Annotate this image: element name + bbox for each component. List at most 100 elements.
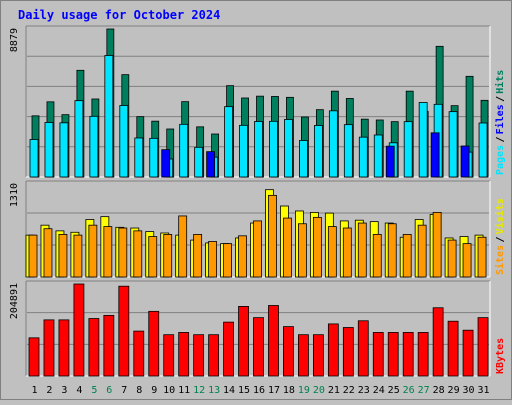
bar-files-day-20 — [313, 125, 323, 178]
x-tick-day-8: 8 — [136, 385, 142, 396]
bar-files-day-26 — [403, 121, 413, 178]
bar-sites-day-28 — [432, 211, 442, 278]
bar-files-day-18 — [284, 119, 293, 178]
bar-sites-day-19 — [298, 223, 307, 278]
bar-kbytes-day-4 — [73, 283, 85, 377]
bar-files-day-19 — [299, 140, 308, 178]
x-tick-day-14: 14 — [223, 385, 235, 396]
bar-sites-day-11 — [178, 215, 188, 278]
bar-kbytes-day-20 — [312, 334, 324, 377]
bar-sites-day-26 — [402, 234, 412, 278]
legend-visitors: Sites / Visits — [494, 198, 506, 275]
bar-files-day-29 — [448, 111, 458, 178]
bar-files-day-4 — [74, 100, 84, 178]
x-tick-day-28: 28 — [433, 385, 445, 396]
legend-separator: / — [495, 236, 506, 242]
bar-files-day-15 — [239, 124, 248, 178]
y-max-label: 1310 — [9, 183, 20, 207]
bar-sites-day-30 — [462, 243, 472, 278]
x-tick-day-26: 26 — [403, 385, 415, 396]
x-tick-day-24: 24 — [373, 385, 385, 396]
bar-kbytes-day-1 — [28, 337, 40, 377]
bar-kbytes-day-9 — [148, 310, 160, 377]
bar-kbytes-day-12 — [193, 334, 205, 377]
bar-kbytes-day-10 — [163, 334, 175, 377]
x-tick-day-12: 12 — [193, 385, 205, 396]
bar-pages-day-10 — [161, 149, 171, 178]
legend-files: Files — [494, 104, 506, 134]
bar-kbytes-day-28 — [432, 307, 444, 377]
x-tick-day-15: 15 — [238, 385, 250, 396]
bar-sites-day-7 — [118, 227, 128, 278]
bar-kbytes-day-22 — [342, 327, 354, 377]
x-tick-day-17: 17 — [268, 385, 280, 396]
bar-sites-day-23 — [357, 222, 367, 278]
bar-kbytes-day-14 — [223, 321, 234, 377]
legend-visits: Visits — [494, 198, 506, 234]
legend-kbytes: KBytes — [495, 338, 506, 374]
x-tick-day-6: 6 — [106, 385, 112, 396]
legend-traffic: Pages / Files / Hits — [494, 70, 506, 175]
bar-kbytes-day-26 — [402, 332, 414, 377]
bar-kbytes-day-18 — [283, 326, 294, 377]
bar-kbytes-day-8 — [133, 330, 145, 377]
bar-sites-day-31 — [477, 236, 487, 278]
bar-sites-day-6 — [103, 226, 113, 278]
x-tick-day-29: 29 — [448, 385, 460, 396]
chart-panels: 8879 Pages / Files / Hits 1310 Sites / Visits 2048… — [9, 25, 506, 377]
bar-files-day-1 — [29, 139, 39, 178]
bar-kbytes-day-21 — [327, 323, 339, 377]
x-tick-day-5: 5 — [91, 385, 97, 396]
bar-kbytes-day-23 — [357, 320, 369, 377]
panel-traffic: 8879 Pages / Files / Hits — [9, 25, 506, 178]
x-tick-day-18: 18 — [283, 385, 295, 396]
bar-kbytes-day-25 — [387, 332, 399, 377]
bar-kbytes-day-19 — [298, 334, 309, 377]
bar-files-day-9 — [149, 137, 159, 178]
bar-files-day-12 — [194, 146, 204, 178]
bar-files-day-7 — [119, 105, 129, 178]
x-tick-day-13: 13 — [208, 385, 220, 396]
x-tick-day-22: 22 — [343, 385, 355, 396]
x-tick-day-2: 2 — [46, 385, 52, 396]
bar-kbytes-day-30 — [462, 329, 474, 377]
bar-kbytes-day-15 — [238, 306, 249, 377]
bar-sites-day-22 — [342, 227, 352, 278]
x-tick-day-20: 20 — [313, 385, 325, 396]
bar-files-day-5 — [89, 115, 99, 178]
x-tick-day-21: 21 — [328, 385, 340, 396]
bar-kbytes-day-24 — [372, 332, 384, 377]
x-tick-day-31: 31 — [477, 385, 489, 396]
bar-sites-day-17 — [268, 194, 277, 278]
bar-files-day-6 — [104, 55, 114, 178]
bar-sites-day-29 — [447, 239, 457, 278]
bar-kbytes-day-17 — [268, 305, 279, 377]
x-tick-day-10: 10 — [163, 385, 175, 396]
y-max-label: 8879 — [9, 28, 20, 52]
bar-files-day-14 — [224, 106, 233, 178]
bar-sites-day-15 — [238, 235, 247, 278]
legend-hits: Hits — [494, 70, 506, 94]
panel-visitors: 1310 Sites / Visits — [9, 180, 506, 278]
bar-files-day-24 — [373, 134, 383, 178]
bar-sites-day-10 — [163, 234, 173, 278]
bar-sites-day-25 — [387, 223, 397, 278]
bar-files-day-11 — [179, 123, 189, 178]
bar-sites-day-18 — [283, 217, 292, 278]
x-tick-day-30: 30 — [463, 385, 475, 396]
bar-pages-day-30 — [460, 145, 470, 178]
bar-files-day-17 — [269, 120, 278, 178]
x-tick-day-9: 9 — [151, 385, 157, 396]
bar-files-day-16 — [254, 121, 263, 178]
bar-sites-day-21 — [327, 226, 337, 278]
x-tick-day-16: 16 — [253, 385, 265, 396]
bar-kbytes-day-31 — [477, 317, 489, 377]
bar-sites-day-3 — [58, 234, 68, 278]
x-tick-day-7: 7 — [121, 385, 127, 396]
bar-sites-day-2 — [43, 228, 53, 278]
x-axis-labels: 1 2 3 4 5 6 7 8 9 10 11 12 13 14 15 16 17 18 19 20 21 22 23 24 2… — [31, 385, 489, 396]
bar-files-day-3 — [59, 122, 69, 178]
bar-sites-day-13 — [208, 241, 218, 278]
bar-sites-day-5 — [88, 224, 98, 278]
